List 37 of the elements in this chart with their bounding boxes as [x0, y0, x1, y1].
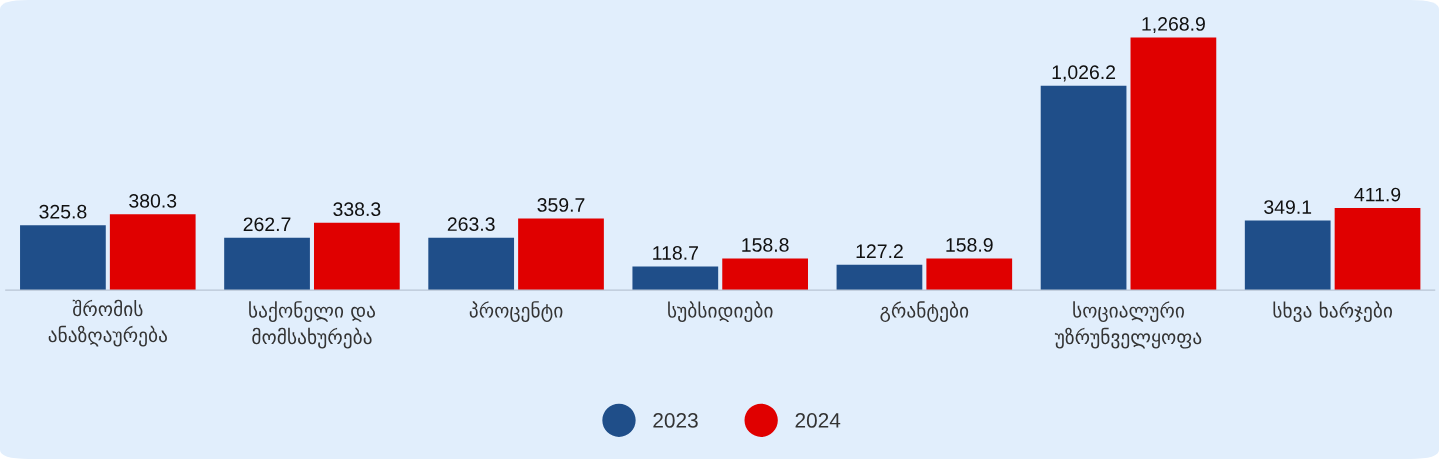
data-label: 1,026.2 — [1052, 65, 1116, 82]
data-label: 325.8 — [39, 204, 87, 219]
bar — [836, 264, 923, 291]
legend-label: 2024 — [795, 413, 841, 428]
bar — [428, 237, 515, 291]
data-label: 349.1 — [1264, 200, 1312, 214]
x-tick-label: გრანტები — [880, 301, 969, 323]
bar — [314, 222, 400, 291]
bar — [722, 258, 808, 291]
bar — [20, 225, 106, 291]
data-label: 411.9 — [1354, 187, 1401, 202]
data-label: 262.7 — [243, 217, 291, 232]
data-label: 158.9 — [946, 238, 993, 252]
x-tick-label: პროცენტი — [469, 301, 563, 322]
x-tick-label: სუბსიდიები — [668, 301, 773, 323]
bar — [1334, 208, 1421, 291]
bar — [1040, 85, 1127, 291]
x-tick-label: შრომის ანაზღაურება — [48, 299, 167, 347]
bar — [632, 266, 719, 291]
bar — [224, 237, 310, 291]
data-label: 380.3 — [129, 193, 177, 208]
bar — [926, 258, 1013, 291]
bar — [1244, 220, 1331, 291]
data-label: 1,268.9 — [1142, 17, 1205, 34]
data-label: 359.7 — [537, 198, 585, 212]
legend-label: 2023 — [653, 413, 698, 428]
data-label: 338.3 — [333, 202, 381, 217]
data-label: 263.3 — [447, 217, 495, 232]
bar — [518, 218, 604, 291]
x-tick-label: სხვა ხარჯები — [1273, 301, 1393, 323]
bar — [1130, 37, 1217, 291]
x-tick-label: სოციალური უზრუნველყოფა — [1054, 301, 1202, 349]
data-label: 118.7 — [653, 246, 698, 260]
data-label: 158.8 — [742, 238, 789, 252]
x-tick-label: საქონელი და მომსახურება — [249, 301, 376, 349]
bar — [109, 214, 196, 291]
data-label: 127.2 — [856, 244, 903, 258]
